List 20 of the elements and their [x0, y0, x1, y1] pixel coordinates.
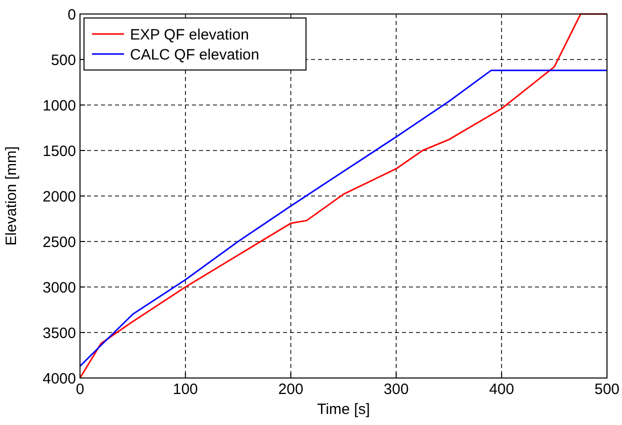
y-tick-label: 2500 [42, 234, 76, 251]
y-tick-label: 1000 [42, 97, 76, 114]
y-tick-label: 1500 [42, 142, 76, 160]
x-tick-label: 300 [384, 381, 409, 398]
line-series [79, 13, 608, 379]
x-tick-label: 400 [489, 381, 514, 398]
x-axis-title: Time [s] [317, 401, 370, 418]
x-tick-label: 100 [172, 381, 198, 398]
y-tick-label: 2000 [42, 188, 76, 206]
y-tick-label: 4000 [42, 370, 76, 388]
legend-label: EXP QF elevation [130, 26, 249, 44]
y-axis-title: Elevation [mm] [3, 146, 20, 246]
y-tick-label: 500 [50, 52, 76, 69]
y-tick-label: 3500 [42, 324, 76, 342]
line-series [79, 70, 608, 367]
legend-label: CALC QF elevation [130, 46, 260, 64]
x-tick-label: 500 [594, 381, 620, 398]
y-tick-label: 0 [68, 6, 76, 24]
y-tick-label: 3000 [42, 279, 76, 296]
x-tick-label: 200 [278, 381, 304, 398]
